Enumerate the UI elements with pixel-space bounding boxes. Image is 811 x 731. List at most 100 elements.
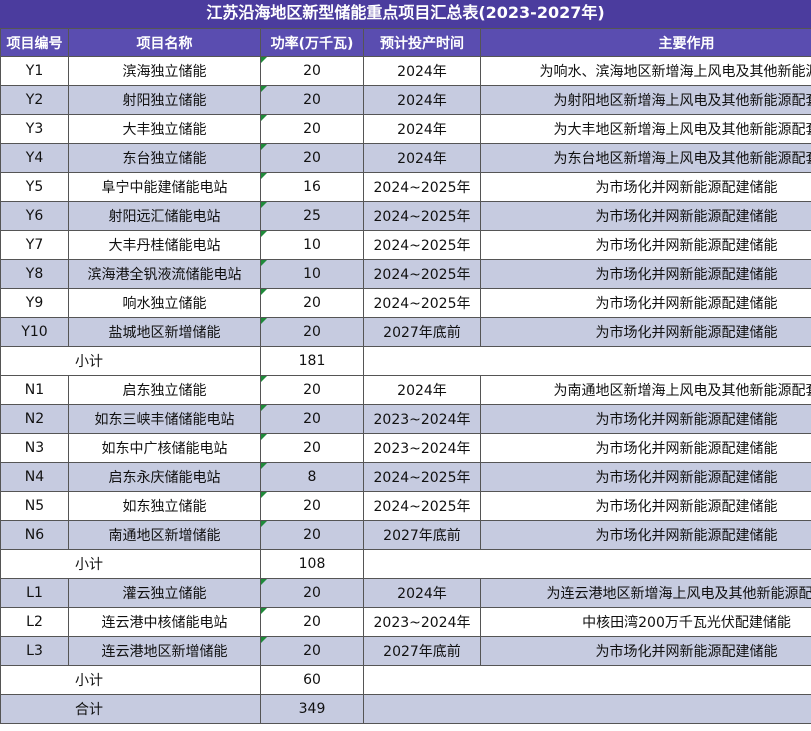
- commission-time: 2024年: [363, 143, 481, 173]
- table-row: L2 连云港中核储能电站 20 2023~2024年 中核田湾200万千瓦光伏配建储能: [0, 607, 811, 637]
- project-name: 如东三峡丰储储能电站: [68, 404, 261, 434]
- project-name: 盐城地区新增储能: [68, 317, 261, 347]
- project-name: 启东独立储能: [68, 375, 261, 405]
- table-row: Y1 滨海独立储能 20 2024年 为响水、滨海地区新增海上风电及其他新能源配: [0, 56, 811, 86]
- power: 20: [260, 85, 364, 115]
- main-role: 为市场化并网新能源配建储能: [480, 172, 811, 202]
- main-role: 为市场化并网新能源配建储能: [480, 491, 811, 521]
- power: 20: [260, 317, 364, 347]
- power: 16: [260, 172, 364, 202]
- header-cell: 项目编号: [0, 28, 69, 57]
- project-id: N4: [0, 462, 69, 492]
- main-role: 为市场化并网新能源配建储能: [480, 636, 811, 666]
- table-row: Y2 射阳独立储能 20 2024年 为射阳地区新增海上风电及其他新能源配套: [0, 85, 811, 115]
- subtotal-value: 349: [260, 694, 364, 724]
- empty-cell: [363, 694, 811, 724]
- main-role: 为市场化并网新能源配建储能: [480, 520, 811, 550]
- subtotal-label: 合计: [0, 694, 261, 724]
- power: 20: [260, 433, 364, 463]
- power: 10: [260, 259, 364, 289]
- table-row: Y8 滨海港全钒液流储能电站 10 2024~2025年 为市场化并网新能源配建储能: [0, 259, 811, 289]
- table-row: Y3 大丰独立储能 20 2024年 为大丰地区新增海上风电及其他新能源配套: [0, 114, 811, 144]
- project-id: Y8: [0, 259, 69, 289]
- subtotal-label: 小计: [0, 549, 261, 579]
- table-row: 小计 181: [0, 346, 811, 376]
- main-role: 为市场化并网新能源配建储能: [480, 404, 811, 434]
- project-id: N1: [0, 375, 69, 405]
- main-role: 为东台地区新增海上风电及其他新能源配套: [480, 143, 811, 173]
- table-row: Y9 响水独立储能 20 2024~2025年 为市场化并网新能源配建储能: [0, 288, 811, 318]
- commission-time: 2024年: [363, 85, 481, 115]
- commission-time: 2024~2025年: [363, 230, 481, 260]
- project-name: 连云港地区新增储能: [68, 636, 261, 666]
- power: 20: [260, 636, 364, 666]
- power: 20: [260, 578, 364, 608]
- table-row: N4 启东永庆储能电站 8 2024~2025年 为市场化并网新能源配建储能: [0, 462, 811, 492]
- power: 8: [260, 462, 364, 492]
- project-name: 连云港中核储能电站: [68, 607, 261, 637]
- subtotal-value: 181: [260, 346, 364, 376]
- power: 20: [260, 114, 364, 144]
- project-name: 启东永庆储能电站: [68, 462, 261, 492]
- table-row: Y6 射阳远汇储能电站 25 2024~2025年 为市场化并网新能源配建储能: [0, 201, 811, 231]
- header-cell: 功率(万千瓦): [260, 28, 364, 57]
- commission-time: 2024年: [363, 578, 481, 608]
- project-name: 大丰独立储能: [68, 114, 261, 144]
- header-cell: 预计投产时间: [363, 28, 481, 57]
- header-row: 项目编号 项目名称 功率(万千瓦) 预计投产时间 主要作用: [0, 28, 811, 57]
- power: 25: [260, 201, 364, 231]
- project-name: 大丰丹桂储能电站: [68, 230, 261, 260]
- commission-time: 2024~2025年: [363, 201, 481, 231]
- project-id: L1: [0, 578, 69, 608]
- project-id: L3: [0, 636, 69, 666]
- commission-time: 2024年: [363, 56, 481, 86]
- table-row: N2 如东三峡丰储储能电站 20 2023~2024年 为市场化并网新能源配建储能: [0, 404, 811, 434]
- commission-time: 2024~2025年: [363, 172, 481, 202]
- project-id: Y10: [0, 317, 69, 347]
- project-id: Y2: [0, 85, 69, 115]
- project-id: N2: [0, 404, 69, 434]
- table-row: L1 灌云独立储能 20 2024年 为连云港地区新增海上风电及其他新能源配套: [0, 578, 811, 608]
- subtotal-value: 108: [260, 549, 364, 579]
- main-role: 中核田湾200万千瓦光伏配建储能: [480, 607, 811, 637]
- empty-cell: [363, 346, 811, 376]
- project-name: 射阳远汇储能电站: [68, 201, 261, 231]
- table-row: N6 南通地区新增储能 20 2027年底前 为市场化并网新能源配建储能: [0, 520, 811, 550]
- table-row: Y7 大丰丹桂储能电站 10 2024~2025年 为市场化并网新能源配建储能: [0, 230, 811, 260]
- commission-time: 2027年底前: [363, 317, 481, 347]
- project-id: N5: [0, 491, 69, 521]
- table-row: 合计 349: [0, 694, 811, 724]
- project-name: 滨海独立储能: [68, 56, 261, 86]
- main-role: 为射阳地区新增海上风电及其他新能源配套: [480, 85, 811, 115]
- power: 20: [260, 375, 364, 405]
- power: 20: [260, 607, 364, 637]
- header-cell: 项目名称: [68, 28, 261, 57]
- project-id: N3: [0, 433, 69, 463]
- main-role: 为连云港地区新增海上风电及其他新能源配套: [480, 578, 811, 608]
- main-role: 为响水、滨海地区新增海上风电及其他新能源配: [480, 56, 811, 86]
- commission-time: 2024~2025年: [363, 259, 481, 289]
- project-name: 东台独立储能: [68, 143, 261, 173]
- project-name: 滨海港全钒液流储能电站: [68, 259, 261, 289]
- project-name: 响水独立储能: [68, 288, 261, 318]
- power: 20: [260, 491, 364, 521]
- power: 20: [260, 143, 364, 173]
- table-title: 江苏沿海地区新型储能重点项目汇总表(2023-2027年): [0, 0, 811, 28]
- table-row: 小计 60: [0, 665, 811, 695]
- table-row: 小计 108: [0, 549, 811, 579]
- project-name: 南通地区新增储能: [68, 520, 261, 550]
- power: 10: [260, 230, 364, 260]
- project-id: Y1: [0, 56, 69, 86]
- table-row: Y4 东台独立储能 20 2024年 为东台地区新增海上风电及其他新能源配套: [0, 143, 811, 173]
- main-role: 为南通地区新增海上风电及其他新能源配套: [480, 375, 811, 405]
- project-name: 如东中广核储能电站: [68, 433, 261, 463]
- commission-time: 2024年: [363, 375, 481, 405]
- main-role: 为市场化并网新能源配建储能: [480, 201, 811, 231]
- commission-time: 2027年底前: [363, 520, 481, 550]
- main-role: 为市场化并网新能源配建储能: [480, 288, 811, 318]
- empty-cell: [363, 665, 811, 695]
- commission-time: 2023~2024年: [363, 404, 481, 434]
- project-name: 灌云独立储能: [68, 578, 261, 608]
- project-name: 如东独立储能: [68, 491, 261, 521]
